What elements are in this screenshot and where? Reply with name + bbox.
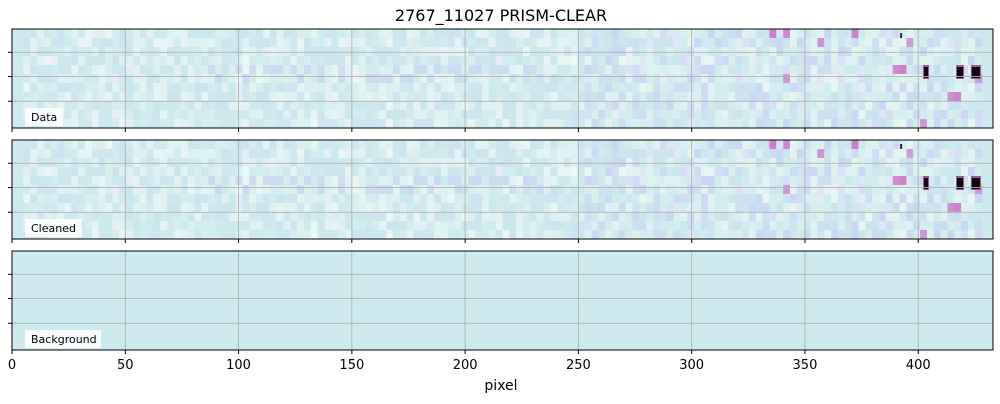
chart-title: 2767_11027 PRISM-CLEAR [395,6,607,26]
panel-image [12,29,993,128]
x-axis: 0 50 100 150 200 250 300 350 400 [8,358,931,373]
panel-label: Background [31,333,97,346]
panel-label: Cleaned [31,222,76,235]
panels: Data Cleaned Background [8,28,994,354]
panel-image [12,140,993,239]
panel-image [12,251,993,350]
x-tick-label: 250 [566,358,591,373]
x-tick-label: 400 [906,358,931,373]
x-tick-label: 350 [793,358,818,373]
x-tick-label: 0 [8,358,16,373]
x-tick-label: 100 [226,358,251,373]
x-tick-label: 300 [679,358,704,373]
panel-cleaned: Cleaned [8,139,994,243]
panel-background: Background [8,250,994,354]
x-tick-label: 200 [453,358,478,373]
x-tick-label: 50 [117,358,134,373]
panel-label: Data [31,111,57,124]
x-tick-label: 150 [339,358,364,373]
panel-data: Data [8,28,994,132]
x-axis-label: pixel [484,378,517,394]
